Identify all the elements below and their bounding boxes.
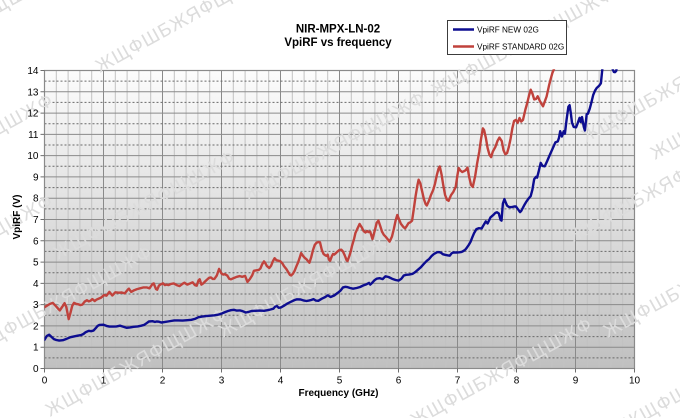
svg-text:VpiRF STANDARD 02G: VpiRF STANDARD 02G xyxy=(477,43,564,52)
svg-text:Frequency (GHz): Frequency (GHz) xyxy=(298,388,378,399)
svg-text:1: 1 xyxy=(33,343,39,354)
svg-text:4: 4 xyxy=(33,279,39,290)
svg-text:2: 2 xyxy=(33,321,39,332)
svg-text:11: 11 xyxy=(28,130,39,141)
svg-text:VpiRF (V): VpiRF (V) xyxy=(12,195,23,240)
svg-text:3: 3 xyxy=(33,300,39,311)
svg-text:6: 6 xyxy=(396,376,402,387)
svg-text:9: 9 xyxy=(33,172,39,183)
svg-text:8: 8 xyxy=(514,376,520,387)
svg-text:10: 10 xyxy=(27,151,39,162)
svg-text:0: 0 xyxy=(33,364,39,375)
svg-text:1: 1 xyxy=(101,376,107,387)
svg-text:14: 14 xyxy=(27,66,39,77)
svg-text:5: 5 xyxy=(337,376,343,387)
svg-text:10: 10 xyxy=(629,376,641,387)
svg-text:9: 9 xyxy=(573,376,579,387)
svg-text:7: 7 xyxy=(33,215,39,226)
svg-text:NIR-MPX-LN-02: NIR-MPX-LN-02 xyxy=(296,24,380,36)
svg-text:VpiRF NEW 02G: VpiRF NEW 02G xyxy=(477,26,539,35)
svg-text:3: 3 xyxy=(219,376,225,387)
svg-text:7: 7 xyxy=(455,376,461,387)
svg-text:2: 2 xyxy=(160,376,166,387)
svg-text:13: 13 xyxy=(27,87,39,98)
svg-text:VpiRF vs frequency: VpiRF vs frequency xyxy=(284,37,392,49)
svg-text:5: 5 xyxy=(33,258,39,269)
svg-text:12: 12 xyxy=(27,109,39,120)
svg-text:8: 8 xyxy=(33,194,39,205)
svg-text:6: 6 xyxy=(33,236,39,247)
svg-text:4: 4 xyxy=(278,376,284,387)
svg-text:0: 0 xyxy=(42,376,48,387)
